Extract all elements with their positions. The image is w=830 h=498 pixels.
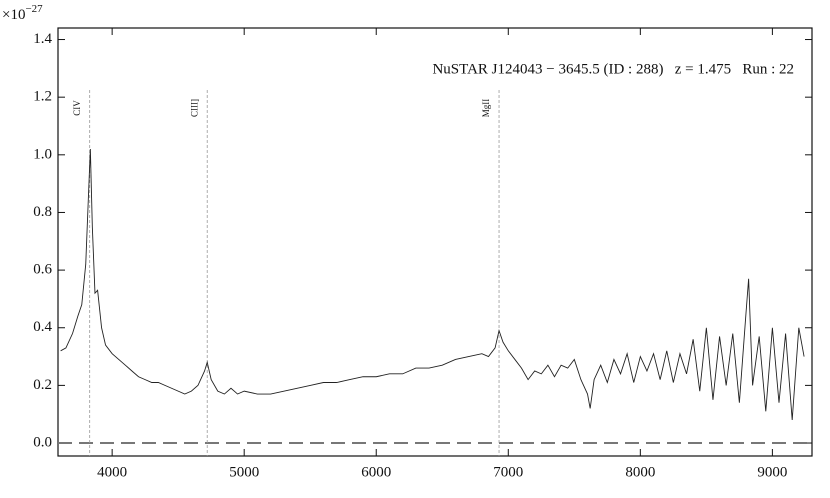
- y-tick-label: 0.0: [33, 434, 52, 450]
- chart-title: NuSTAR J124043 − 3645.5 (ID : 288) z = 1…: [432, 61, 794, 77]
- x-tick-label: 8000: [625, 464, 655, 480]
- y-tick-label: 0.2: [33, 377, 52, 393]
- y-exponent: −27: [25, 3, 43, 15]
- y-tick-label: 0.4: [33, 319, 52, 335]
- y-tick-label: 1.4: [33, 31, 52, 47]
- plot-frame: [57, 27, 813, 457]
- y-offset-label: ×10−27: [2, 3, 43, 24]
- emission-line-label: CIV: [72, 100, 82, 116]
- x-tick-label: 7000: [493, 464, 523, 480]
- x-tick-label: 5000: [229, 464, 259, 480]
- spectrum-line: [60, 149, 805, 421]
- x-tick-label: 6000: [361, 464, 391, 480]
- y-tick-label: 0.8: [33, 204, 52, 220]
- x-tick-label: 4000: [97, 464, 127, 480]
- emission-line-label: CIII]: [189, 99, 199, 117]
- y-multiplier: ×10: [2, 7, 25, 23]
- x-tick-label: 9000: [757, 464, 787, 480]
- y-tick-label: 0.6: [33, 262, 52, 278]
- y-tick-label: 1.2: [33, 89, 52, 105]
- y-tick-label: 1.0: [33, 146, 52, 162]
- emission-line-label: MgII: [481, 99, 491, 118]
